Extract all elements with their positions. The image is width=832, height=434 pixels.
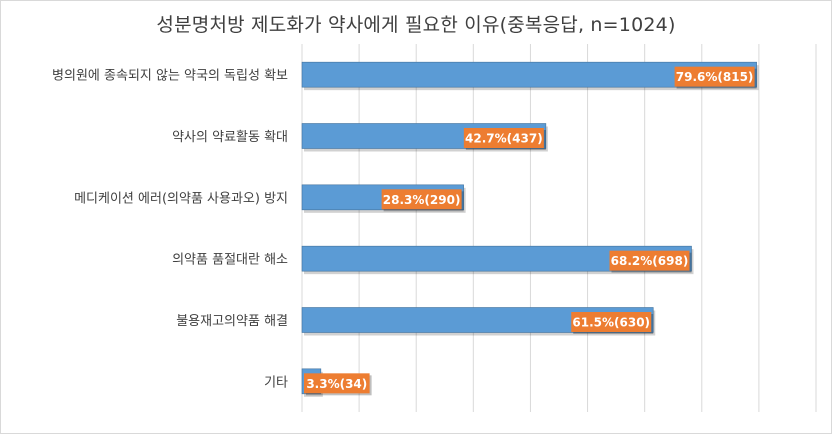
category-label: 메디케이션 에러(의약품 사용과오) 방지 <box>74 191 288 206</box>
data-label-box <box>381 189 462 210</box>
data-label-box <box>609 250 690 271</box>
data-label-box <box>304 373 370 394</box>
data-label: 79.6%(815) <box>676 70 754 84</box>
category-label: 기타 <box>264 375 288 390</box>
data-label: 3.3%(34) <box>306 377 367 391</box>
data-label: 61.5%(630) <box>572 316 650 330</box>
category-label: 불용재고의약품 해결 <box>176 314 288 329</box>
category-label: 약사의 약료활동 확대 <box>172 130 288 145</box>
data-label: 28.3%(290) <box>383 193 461 207</box>
data-labels: 79.6%(815) 42.7%(437) 28.3%(290) 68.2%(698)… <box>304 66 757 396</box>
gridlines <box>301 44 817 412</box>
chart-title: 성분명처방 제도화가 약사에게 필요한 이유(중복응답, n=1024) <box>156 14 676 36</box>
data-label-box <box>463 128 544 148</box>
data-label-box <box>571 312 652 332</box>
category-label: 병의원에 종속되지 않는 약국의 독립성 확보 <box>52 69 288 84</box>
data-label: 42.7%(437) <box>465 132 543 146</box>
data-label: 68.2%(698) <box>611 254 689 268</box>
data-label-box <box>674 66 755 87</box>
category-label: 의약품 품절대란 해소 <box>172 253 288 268</box>
